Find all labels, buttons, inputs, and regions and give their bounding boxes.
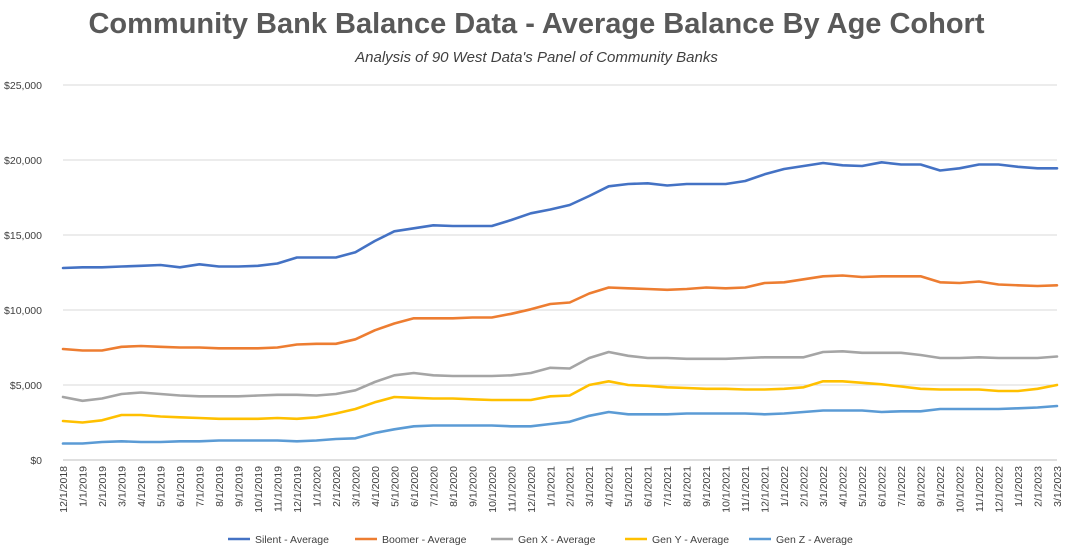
x-tick-label: 3/1/2021 [584, 466, 596, 507]
x-tick-label: 8/1/2020 [448, 466, 460, 507]
x-tick-label: 4/1/2021 [604, 466, 616, 507]
x-tick-label: 11/1/2022 [974, 466, 986, 512]
x-tick-label: 3/1/2022 [818, 466, 830, 507]
legend-label: Gen Y - Average [652, 534, 729, 546]
legend-label: Boomer - Average [382, 534, 467, 546]
y-tick-label: $5,000 [10, 380, 42, 392]
x-tick-label: 12/1/2022 [994, 466, 1006, 513]
x-tick-label: 3/1/2020 [350, 466, 362, 507]
x-axis-ticks: 12/1/2018 1/1/2019 2/1/2019 3/1/2019 4/1/201… [58, 466, 1064, 513]
y-tick-label: $25,000 [4, 80, 42, 92]
series-line-gen-x-average [61, 349, 1059, 403]
x-tick-label: 3/1/2023 [1052, 466, 1064, 507]
x-tick-label: 5/1/2021 [623, 466, 635, 507]
x-tick-label: 10/1/2019 [253, 466, 265, 513]
x-tick-label: 6/1/2022 [877, 466, 889, 507]
x-tick-label: 11/1/2021 [740, 466, 752, 512]
x-tick-label: 9/1/2022 [935, 466, 947, 507]
x-tick-label: 10/1/2021 [721, 466, 733, 513]
y-tick-label: $15,000 [4, 230, 42, 242]
y-axis-ticks: $0 $5,000 $10,000 $15,000 $20,000 $25,000 [4, 80, 42, 467]
legend-label: Gen Z - Average [776, 534, 853, 546]
x-tick-label: 9/1/2019 [233, 466, 245, 507]
x-tick-label: 12/1/2020 [526, 466, 538, 513]
series-line-boomer-average [61, 274, 1059, 352]
x-tick-label: 9/1/2020 [467, 466, 479, 507]
legend-label: Silent - Average [255, 534, 329, 546]
x-tick-label: 9/1/2021 [701, 466, 713, 507]
gridlines [63, 84, 1057, 461]
x-tick-label: 6/1/2020 [409, 466, 421, 507]
x-tick-label: 8/1/2022 [916, 466, 928, 507]
chart-title: Community Bank Balance Data - Average Ba… [88, 8, 985, 40]
series-lines [61, 161, 1059, 445]
legend: Silent - Average Boomer - Average Gen X - … [228, 534, 853, 546]
series-line-gen-z-average [61, 404, 1059, 445]
x-tick-label: 1/1/2020 [311, 466, 323, 507]
x-tick-label: 2/1/2022 [799, 466, 811, 507]
x-tick-label: 3/1/2019 [116, 466, 128, 507]
legend-label: Gen X - Average [518, 534, 596, 546]
x-tick-label: 4/1/2022 [838, 466, 850, 507]
x-tick-label: 5/1/2020 [389, 466, 401, 507]
x-tick-label: 4/1/2019 [136, 466, 148, 507]
x-tick-label: 4/1/2020 [370, 466, 382, 507]
x-tick-label: 2/1/2019 [97, 466, 109, 507]
x-tick-label: 2/1/2020 [331, 466, 343, 507]
y-tick-label: $10,000 [4, 305, 42, 317]
x-tick-label: 7/1/2020 [428, 466, 440, 507]
x-tick-label: 12/1/2019 [292, 466, 304, 513]
x-tick-label: 5/1/2019 [155, 466, 167, 507]
x-tick-label: 8/1/2021 [682, 466, 694, 507]
x-tick-label: 7/1/2019 [194, 466, 206, 507]
chart-subtitle: Analysis of 90 West Data's Panel of Comm… [355, 49, 718, 66]
x-tick-label: 7/1/2021 [662, 466, 674, 507]
x-tick-label: 11/1/2020 [506, 466, 518, 512]
x-tick-label: 12/1/2021 [760, 466, 772, 513]
series-line-silent-average [61, 161, 1059, 270]
y-tick-label: $0 [30, 455, 42, 467]
x-tick-label: 11/1/2019 [272, 466, 284, 512]
y-tick-label: $20,000 [4, 155, 42, 167]
x-tick-label: 8/1/2019 [214, 466, 226, 507]
x-tick-label: 1/1/2023 [1013, 466, 1025, 507]
x-tick-label: 6/1/2021 [643, 466, 655, 507]
x-tick-label: 1/1/2021 [545, 466, 557, 507]
x-tick-label: 6/1/2019 [175, 466, 187, 507]
series-line-gen-y-average [61, 379, 1059, 424]
x-tick-label: 2/1/2021 [565, 466, 577, 507]
x-tick-label: 10/1/2020 [487, 466, 499, 513]
x-tick-label: 12/1/2018 [58, 466, 70, 513]
x-tick-label: 2/1/2023 [1033, 466, 1045, 507]
x-tick-label: 5/1/2022 [857, 466, 869, 507]
x-tick-label: 7/1/2022 [896, 466, 908, 507]
x-tick-label: 1/1/2019 [77, 466, 89, 507]
x-tick-label: 1/1/2022 [779, 466, 791, 507]
x-tick-label: 10/1/2022 [955, 466, 967, 513]
